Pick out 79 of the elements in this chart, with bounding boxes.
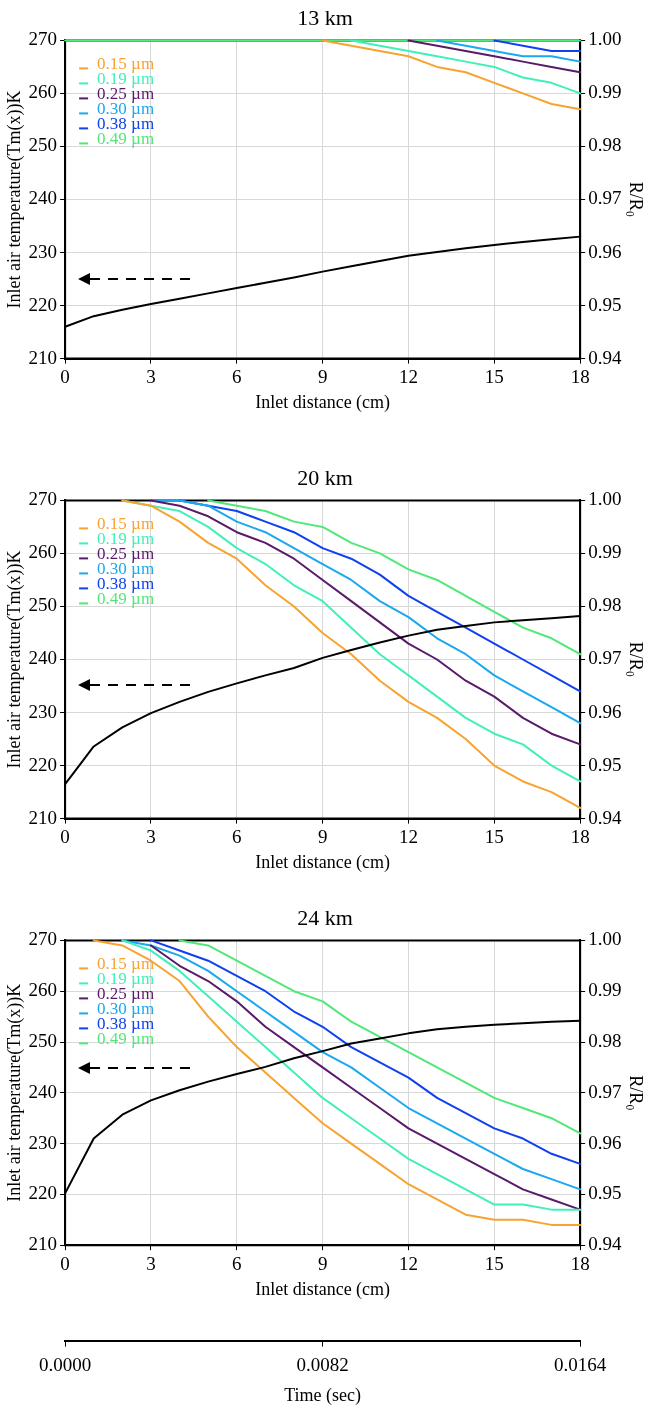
x-tick-label: 0 (60, 365, 70, 387)
x-tick-label: 9 (317, 365, 328, 387)
y2-tick-label: 0.98 (588, 134, 622, 156)
x-tick-label: 12 (398, 365, 418, 387)
y-tick-label: 260 (28, 979, 58, 1001)
y2-tick-label: 0.97 (588, 647, 622, 669)
y-tick-label: 210 (28, 806, 58, 828)
y-tick-label: 230 (28, 1131, 58, 1153)
x-tick-label: 9 (317, 825, 328, 847)
y-tick-label: 260 (28, 81, 58, 103)
x-axis-title: Inlet distance (cm) (255, 851, 391, 873)
y2-axis-title: R/R₀ (626, 1075, 647, 1111)
y2-tick-label: 0.97 (588, 1080, 622, 1102)
y-tick-label: 210 (28, 346, 58, 368)
y-tick-label: 260 (28, 541, 58, 563)
x-tick-label: 3 (146, 825, 156, 847)
y2-tick-label: 0.98 (588, 1029, 622, 1051)
y2-tick-label: 0.96 (588, 1131, 622, 1153)
y2-tick-label: 0.99 (588, 541, 622, 563)
x-tick-label: 12 (398, 1252, 418, 1274)
chart-title: 24 km (297, 904, 353, 930)
y2-tick-label: 0.95 (588, 293, 622, 315)
y2-tick-label: 0.95 (588, 753, 622, 775)
y2-tick-label: 1.00 (588, 28, 622, 50)
chart-title: 20 km (297, 464, 353, 490)
y-axis-title: Inlet air temperature(Tm(x))K (3, 983, 25, 1202)
y2-tick-label: 1.00 (588, 488, 622, 510)
y2-tick-label: 0.99 (588, 81, 622, 103)
y2-tick-label: 0.94 (588, 806, 622, 828)
y2-tick-label: 0.96 (588, 700, 622, 722)
x-tick-label: 6 (232, 365, 242, 387)
x-tick-label: 18 (570, 825, 590, 847)
y2-tick-label: 0.97 (588, 187, 622, 209)
chart-title: 13 km (297, 4, 353, 30)
y-tick-label: 270 (28, 28, 58, 50)
y-tick-label: 220 (28, 753, 58, 775)
y-tick-label: 270 (28, 488, 58, 510)
y2-tick-label: 0.94 (588, 1233, 622, 1255)
x2-tick-label: 0.0082 (296, 1353, 349, 1375)
y-tick-label: 210 (28, 1233, 58, 1255)
y-tick-label: 220 (28, 1182, 58, 1204)
x-axis-title: Inlet distance (cm) (255, 391, 391, 413)
x-tick-label: 0 (60, 825, 70, 847)
x-tick-label: 18 (570, 1252, 590, 1274)
x-tick-label: 9 (317, 1252, 328, 1274)
x-tick-label: 12 (398, 825, 418, 847)
y2-axis-title: R/R₀ (626, 641, 647, 678)
y-tick-label: 240 (28, 187, 58, 209)
y2-axis-title: R/R₀ (626, 181, 647, 218)
y-tick-label: 270 (28, 928, 58, 950)
x-tick-label: 15 (484, 825, 504, 847)
x-tick-label: 15 (484, 1252, 504, 1274)
y-tick-label: 220 (28, 293, 58, 315)
y-tick-label: 250 (28, 134, 58, 156)
x-tick-label: 0 (60, 1252, 70, 1274)
x-tick-label: 3 (146, 1252, 156, 1274)
x-tick-label: 6 (232, 1252, 242, 1274)
y-tick-label: 250 (28, 1029, 58, 1051)
x-tick-label: 18 (570, 365, 590, 387)
x-tick-label: 6 (232, 825, 242, 847)
x2-tick-label: 0.0164 (554, 1353, 607, 1375)
x2-tick-label: 0.0000 (38, 1353, 92, 1375)
y-tick-label: 240 (28, 1080, 58, 1102)
y2-tick-label: 0.95 (588, 1182, 622, 1204)
x-tick-label: 15 (484, 365, 504, 387)
y2-tick-label: 0.98 (588, 594, 622, 616)
y-tick-label: 230 (28, 240, 58, 262)
y2-tick-label: 0.94 (588, 346, 622, 368)
y-tick-label: 250 (28, 594, 58, 616)
x-tick-label: 3 (146, 365, 156, 387)
y-tick-label: 240 (28, 647, 58, 669)
y-axis-title: Inlet air temperature(Tm(x))K (3, 90, 25, 309)
y-axis-title: Inlet air temperature(Tm(x))K (3, 550, 25, 769)
x-axis-title: Inlet distance (cm) (255, 1278, 391, 1300)
y2-tick-label: 0.96 (588, 240, 622, 262)
y-tick-label: 230 (28, 700, 58, 722)
y2-tick-label: 1.00 (588, 928, 622, 950)
x2-axis-title: Time (sec) (284, 1384, 362, 1406)
y2-tick-label: 0.99 (588, 979, 622, 1001)
